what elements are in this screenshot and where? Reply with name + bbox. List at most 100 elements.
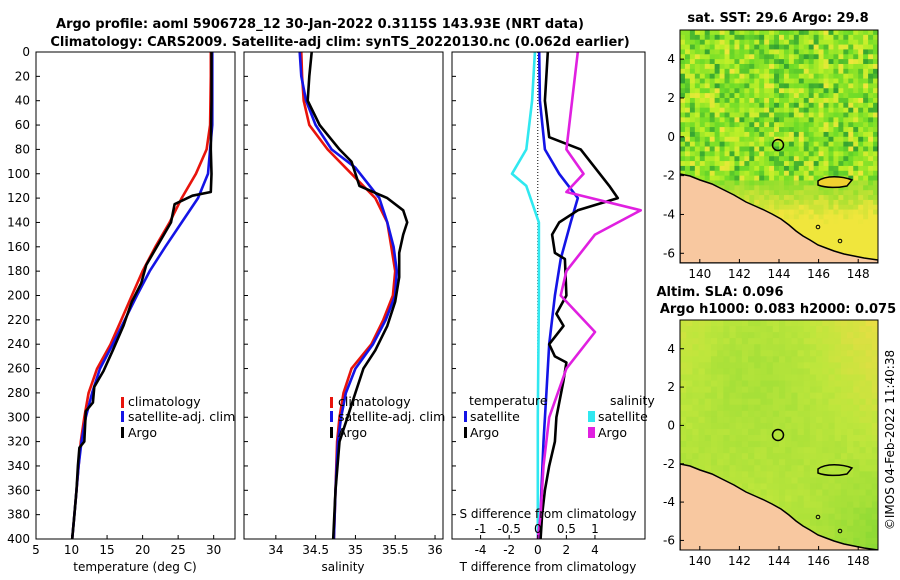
legend-satellite-swatch [121,411,124,422]
y-tick-label: 220 [7,313,30,327]
map-y-tick-label: 2 [667,380,675,394]
legend-s-argo-swatch [588,427,595,438]
series-line-satellite-adj-clim [70,52,214,539]
legend-t-argo-swatch [464,427,467,438]
x-tick-label: 35.5 [382,543,409,557]
islet-outline [815,514,821,520]
y-tick-label: 280 [7,386,30,400]
series-line-climatology [70,52,213,539]
legend-argo-label: Argo [128,425,157,440]
y-tick-label: 320 [7,435,30,449]
map-y-tick-label: 0 [667,130,675,144]
map-y-tick-label: -4 [663,207,675,221]
sla-map-title-line2: Argo h1000: 0.083 h2000: 0.075 [660,302,896,317]
legend-t-satellite-label: satellite [470,409,520,424]
salinity-xlabel: salinity [321,560,364,574]
islet-outline [837,528,843,534]
x-tick-label: 20 [135,543,150,557]
y-tick-label: 40 [15,94,30,108]
x-tick-label: 35 [348,543,363,557]
x-tick-label: 34 [268,543,283,557]
t-difference-xlabel: T difference from climatology [459,560,637,574]
map-x-tick-label: 146 [807,554,830,568]
salinity-axes-box [243,51,444,540]
legend-satellite-label: satellite-adj. clim [128,409,235,424]
y-tick-label: 380 [7,508,30,522]
y-tick-label: 360 [7,483,30,497]
map-x-tick-label: 148 [847,554,870,568]
map-y-tick-label: -2 [663,457,675,471]
series-line-argo [306,52,409,539]
legend-climatology-label: climatology [128,394,201,409]
x-tick-label: 30 [206,543,221,557]
x-tick-label: 2 [563,543,571,557]
legend-argo-label: Argo [338,425,367,440]
x-tick-label: 36 [427,543,442,557]
x-tick-label: 5 [32,543,40,557]
x-tick-label: 10 [64,543,79,557]
sst-map-panel: sat. SST: 29.6 Argo: 29.8 140 142 144 146 14… [663,11,879,281]
salinity-panel: 34 34.5 35 35.5 36 salinity climatology sate… [243,51,445,574]
temperature-legend: climatology satellite-adj. clim Argo [121,394,235,440]
y-tick-label: 120 [7,191,30,205]
map-x-tick-label: 144 [768,554,791,568]
legend-s-satellite-label: satellite [598,409,648,424]
s-diff-tick-label: 0.5 [557,522,576,536]
argo-float-marker [771,138,785,152]
y-tick-label: 100 [7,167,30,181]
series-line-t-satellite [537,52,580,539]
y-tick-label: 60 [15,118,30,132]
map-y-tick-label: -6 [663,246,675,260]
figure-title-line1: Argo profile: aoml 5906728_12 30-Jan-202… [56,17,584,32]
map-x-tick-label: 146 [807,267,830,281]
difference-legend: temperature salinity satellite Argo sate… [464,393,655,440]
legend-satellite-swatch [330,411,333,422]
figure-title-line2: Climatology: CARS2009. Satellite-adj cli… [50,35,629,50]
y-tick-label: 340 [7,459,30,473]
y-tick-label: 140 [7,215,30,229]
island-outline [817,464,854,477]
y-tick-label: 20 [15,69,30,83]
coastline-land [680,173,878,263]
map-y-tick-label: -4 [663,495,675,509]
x-tick-label: -4 [475,543,487,557]
y-tick-label: 80 [15,142,30,156]
difference-panel: -4 -2 0 2 4 -1 -0.5 0 0.5 1 T difference from cli… [451,51,655,574]
y-tick-label: 300 [7,410,30,424]
temperature-xlabel: temperature (deg C) [73,560,196,574]
map-x-tick-label: 142 [728,267,751,281]
legend-argo-swatch [121,427,124,438]
y-tick-label: 180 [7,264,30,278]
y-tick-label: 200 [7,289,30,303]
legend-s-argo-label: Argo [598,425,627,440]
map-y-tick-label: 2 [667,91,675,105]
series-line-t-argo [539,52,620,539]
argo-float-marker [771,428,785,442]
s-difference-label: S difference from climatology [460,507,637,521]
legend-salinity-title: salinity [610,393,655,408]
x-tick-label: 15 [99,543,114,557]
islet-outline [815,224,821,230]
x-tick-label: -2 [503,543,515,557]
y-tick-label: 400 [7,532,30,546]
map-x-tick-label: 140 [688,267,711,281]
x-tick-label: 34.5 [302,543,329,557]
coastline-land [680,463,878,550]
series-line-climatology [300,52,397,539]
islet-outline [837,238,843,244]
map-x-tick-label: 142 [728,554,751,568]
legend-climatology-swatch [121,397,124,408]
map-y-tick-label: 0 [667,418,675,432]
y-tick-label: 160 [7,240,30,254]
x-tick-label: 0 [534,543,542,557]
legend-temperature-title: temperature [469,393,548,408]
map-x-tick-label: 140 [688,554,711,568]
map-x-tick-label: 148 [847,267,870,281]
series-line-argo [70,52,213,539]
y-tick-label: 0 [22,45,30,59]
map-y-tick-label: 4 [667,342,675,356]
x-tick-label: 25 [171,543,186,557]
map-y-tick-label: -6 [663,533,675,547]
legend-s-satellite-swatch [588,411,595,422]
